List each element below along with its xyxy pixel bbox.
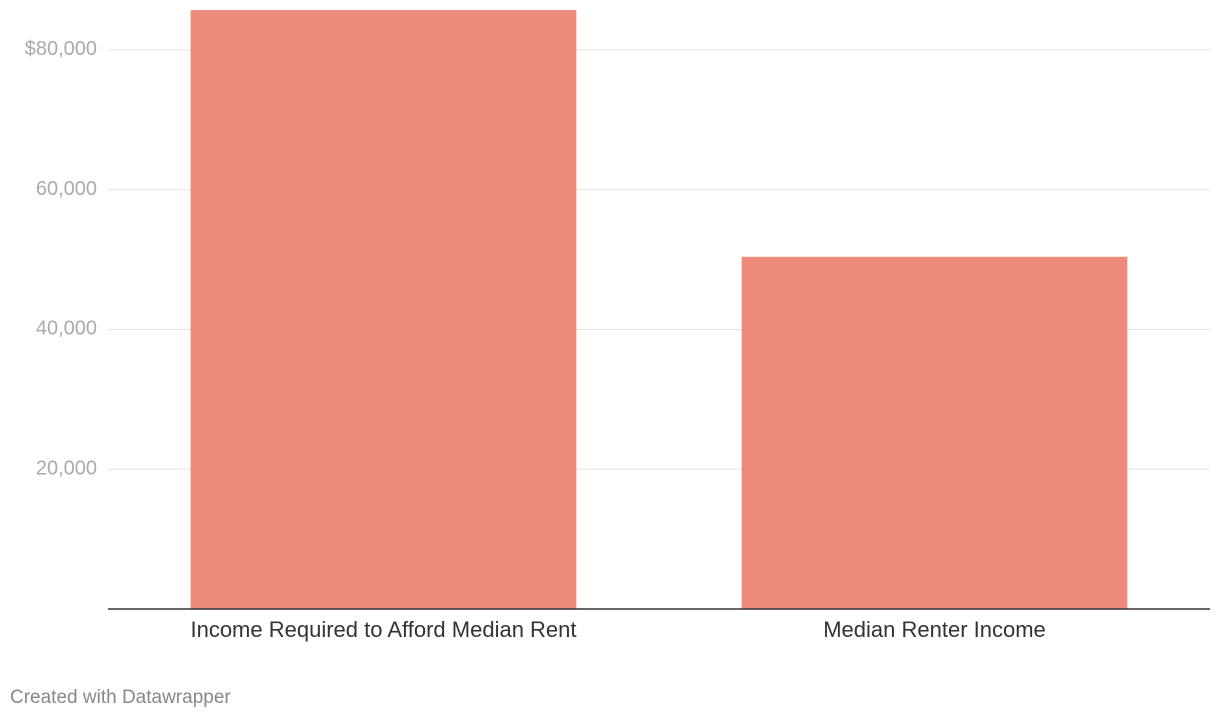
y-tick-label: 20,000 [36,458,97,480]
credit: Created with Datawrapper [10,687,231,708]
bar [741,256,1128,609]
bar [190,10,577,610]
x-tick-label: Income Required to Afford Median Rent [190,617,576,642]
x-tick-label: Median Renter Income [823,617,1046,642]
y-tick-label: 40,000 [36,318,97,340]
y-tick-label: 60,000 [36,178,97,200]
y-tick-label: $80,000 [25,38,97,60]
